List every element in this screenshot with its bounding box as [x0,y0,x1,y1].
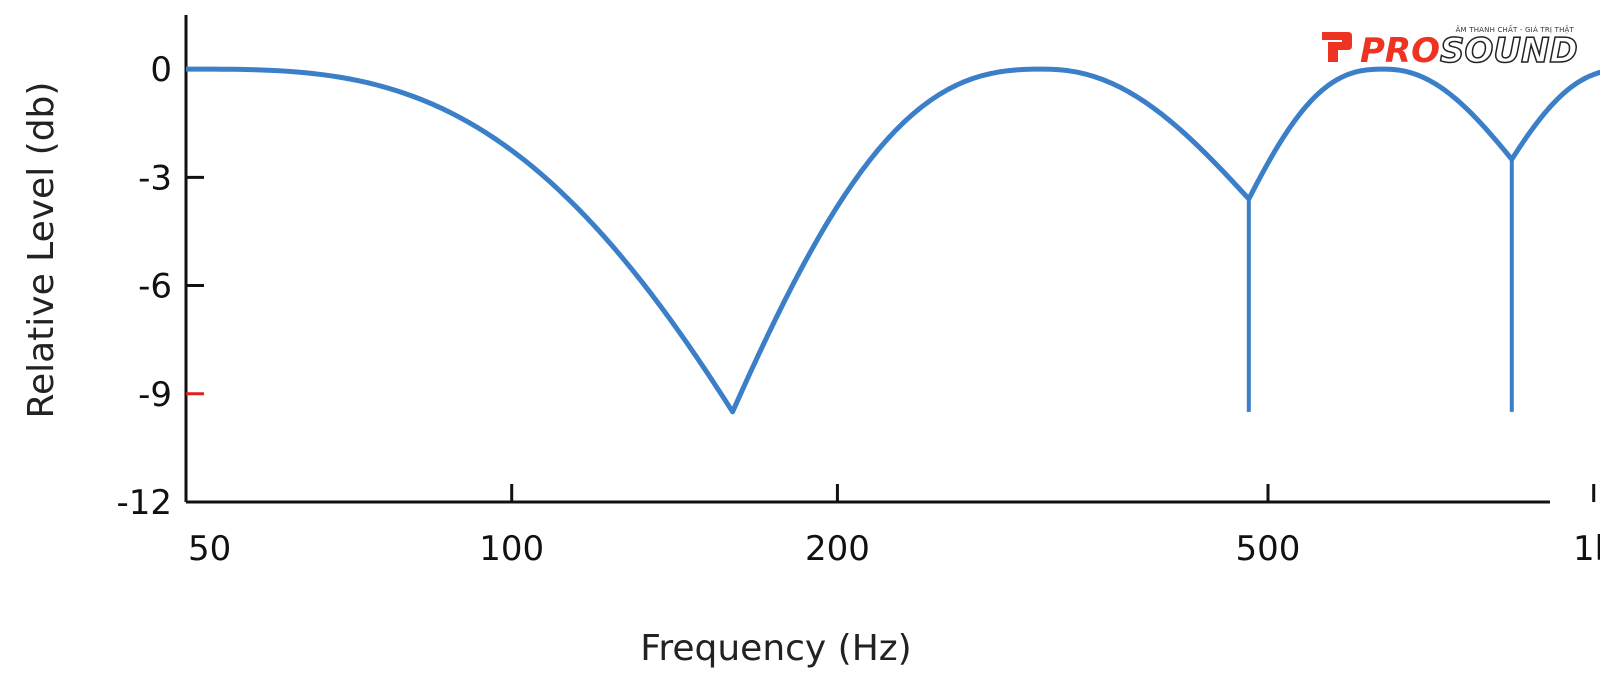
x-tick-label: 500 [1236,529,1301,569]
logo-sound-text: SOUND [1439,31,1578,71]
chart-axes [184,15,1550,504]
x-tick-label: 1k [1573,529,1600,569]
logo-pro-text: PRO [1360,31,1441,71]
y-ticks: 0 -3 -6 -9 -12 [116,50,204,523]
logo-tagline: ÂM THANH CHẤT - GIÁ TRỊ THẬT [1455,26,1574,34]
x-ticks: 501002005001k2k5k10k [188,484,1600,569]
x-axis-label: Frequency (Hz) [640,628,911,669]
y-axis-label: Relative Level (db) [21,82,62,419]
y-tick-label: -9 [138,375,172,415]
y-tick-label: -6 [138,267,172,307]
prosound-logo: ÂM THANH CHẤT - GIÁ TRỊ THẬT PROSOUND [1318,22,1580,72]
y-tick-label: -12 [116,483,172,523]
series-group [186,66,1600,415]
series-line [186,66,1600,415]
y-tick-label: 0 [150,50,172,90]
y-tick-label: -3 [138,158,172,198]
x-tick-label: 100 [479,529,544,569]
x-tick-label: 200 [805,529,870,569]
logo-mark-icon [1322,32,1352,62]
logo-wordmark: PROSOUND [1360,31,1578,71]
x-tick-label: 50 [188,529,231,569]
